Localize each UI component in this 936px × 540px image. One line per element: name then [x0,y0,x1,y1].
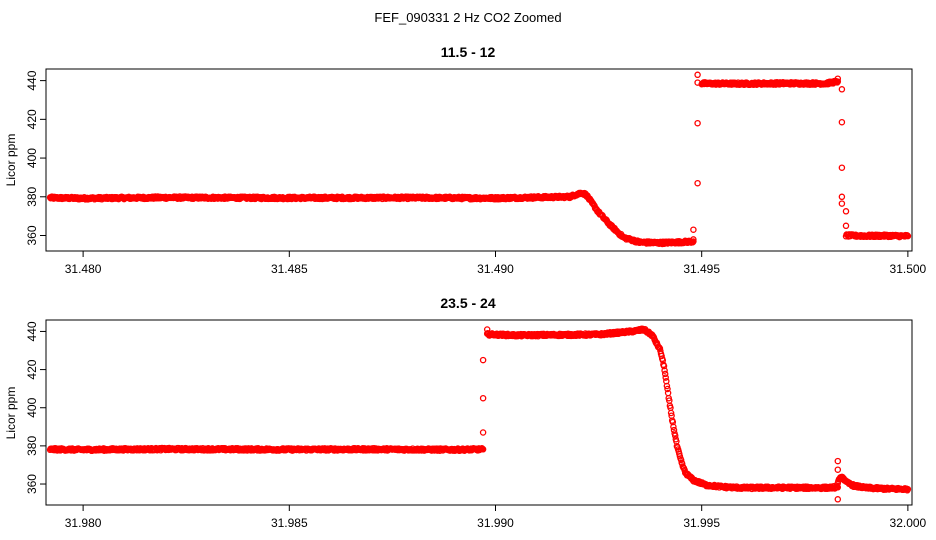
panel-bottom-point [479,429,487,436]
panel-bottom: 23.5 - 24 Licor ppm 31.980 31.985 31.990 31… [4,295,927,530]
panel-top-point [694,71,701,79]
panel-bottom-y-axis: 360 380 400 420 440 [25,321,46,494]
panel-top-point [694,179,701,187]
panel-top-point [838,200,846,207]
panel-bottom-x-axis: 31.980 31.985 31.990 31.995 32.000 [65,505,927,530]
panel-bottom-point [834,484,842,491]
panel-top-point [690,238,697,245]
panel-top-point [838,86,846,93]
panel-bottom-point [834,466,842,473]
panel-bottom-point [663,382,671,390]
panel-top: 11.5 - 12 Licor ppm 31.480 31.485 31.490 31… [4,44,927,276]
panel-bottom-ytick-label: 360 [25,474,39,494]
panel-bottom-xtick-label: 31.995 [683,516,720,530]
panel-top-xtick-label: 31.485 [271,262,308,276]
panel-top-frame [45,68,913,252]
panel-bottom-ytick-label: 380 [25,436,39,456]
panel-bottom-point [677,456,685,464]
panel-top-ylabel: Licor ppm [4,134,18,187]
panel-top-point [842,222,850,230]
panel-bottom-frame [45,319,913,506]
panel-bottom-point [667,409,675,417]
panel-bottom-xtick-label: 32.000 [890,516,927,530]
panel-top-point [838,193,846,201]
panel-bottom-xtick-label: 31.990 [477,516,514,530]
panel-bottom-point [483,326,491,333]
panel-bottom-point [834,496,842,503]
panel-top-ytick-label: 360 [25,225,39,245]
panel-bottom-points [46,325,912,503]
panel-top-xtick-label: 31.490 [477,262,514,276]
panel-bottom-point [662,374,669,381]
panel-top-xtick-label: 31.480 [65,262,102,276]
panel-top-point [690,236,697,243]
panel-bottom-point [479,394,487,402]
panel-top-x-axis: 31.480 31.485 31.490 31.495 31.500 [65,251,927,276]
panel-top-point [838,164,846,171]
panel-top-point [690,226,697,233]
panel-top-points [46,71,912,248]
panel-top-point [838,118,846,126]
panel-top-title: 11.5 - 12 [441,44,496,60]
panel-bottom-point [904,485,912,493]
panel-top-point [904,232,912,240]
panel-bottom-point [670,423,677,431]
panel-bottom-point [671,432,679,439]
panel-bottom-ytick-label: 420 [25,359,39,379]
panel-bottom-point [834,457,842,465]
panel-bottom-title: 23.5 - 24 [440,295,495,311]
panel-bottom-point [479,356,487,364]
panel-top-ytick-label: 400 [25,148,39,168]
panel-top-point [694,119,701,127]
panel-bottom-point [659,357,667,364]
panel-bottom-xtick-label: 31.985 [271,516,308,530]
panel-top-ytick-label: 380 [25,186,39,206]
panel-top-point [834,78,842,85]
panel-bottom-ylabel: Licor ppm [4,387,18,440]
panel-top-ytick-label: 420 [25,109,39,129]
panel-bottom-ytick-label: 400 [25,397,39,417]
panel-top-xtick-label: 31.495 [683,262,720,276]
figure-title: FEF_090331 2 Hz CO2 Zoomed [374,10,561,25]
panel-bottom-point [479,446,487,453]
panel-top-point [694,79,701,86]
panel-bottom-point [661,367,668,374]
panel-bottom-xtick-label: 31.980 [65,516,102,530]
panel-top-ytick-label: 440 [25,70,39,90]
panel-top-point [842,208,850,215]
panel-top-xtick-label: 31.500 [890,262,927,276]
panel-bottom-ytick-label: 440 [25,321,39,341]
panel-bottom-point [661,370,669,378]
panel-top-point [834,75,842,82]
panel-top-y-axis: 360 380 400 420 440 [25,70,46,246]
panel-bottom-point [664,385,671,393]
